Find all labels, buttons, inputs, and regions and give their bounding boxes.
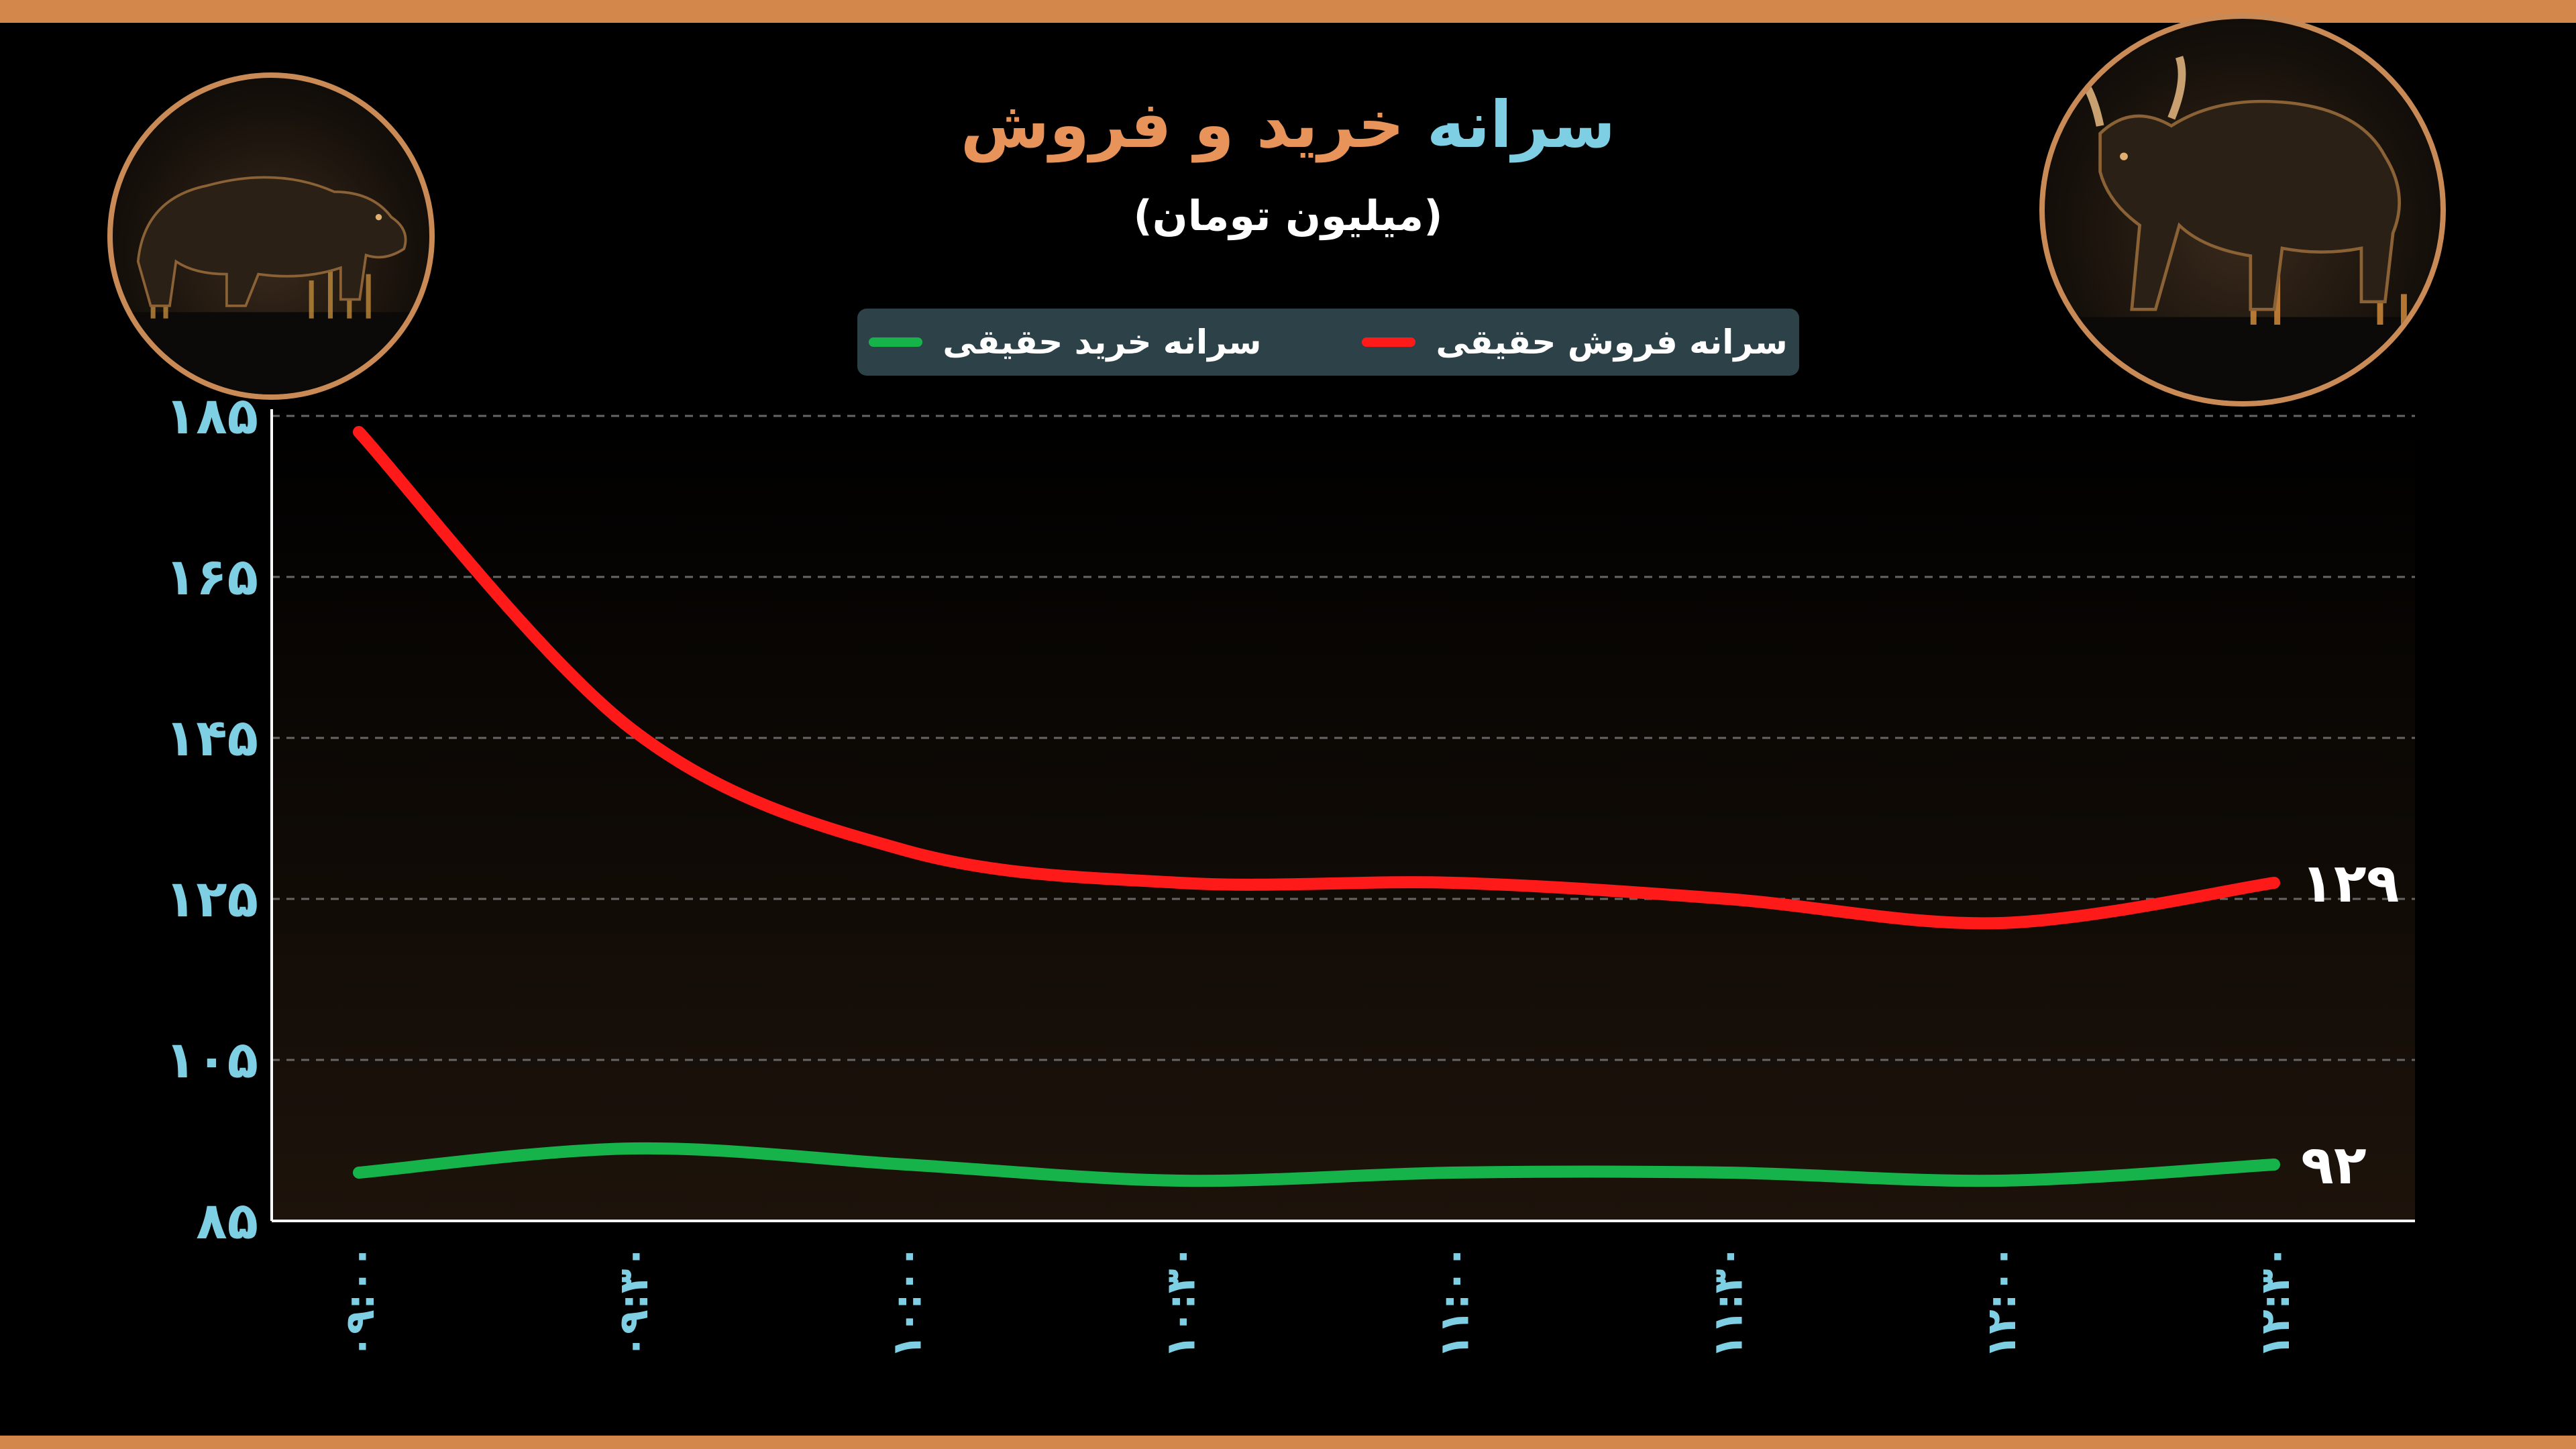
bottom-frame-bar (0, 1436, 2576, 1449)
x-tick-labels: ۰۹:۰۰ ۰۹:۳۰ ۱۰:۰۰ ۱۰:۳۰ ۱۱:۰۰ ۱۱:۳۰ ۱۲:۰۰ ۱۲:۳۰ (337, 1244, 2299, 1358)
top-frame-bar (0, 0, 2576, 23)
x-tick-label: ۰۹:۰۰ (337, 1244, 384, 1358)
bear-statue-icon (107, 72, 435, 400)
y-tick-labels: ۱۸۵ ۱۶۵ ۱۴۵ ۱۲۵ ۱۰۵ ۸۵ (165, 386, 258, 1250)
legend-item-sell: سرانه فروش حقیقی (1362, 323, 1788, 362)
chart-subtitle: (میلیون تومان) (1133, 191, 1443, 240)
y-tick-label: ۱۰۵ (165, 1030, 258, 1089)
series-end-label-1: ۹۲ (2301, 1134, 2367, 1196)
axes (270, 409, 2415, 1222)
x-tick-label: ۱۲:۳۰ (2252, 1244, 2299, 1358)
x-tick-label: ۱۱:۳۰ (1705, 1244, 1752, 1358)
series-lines (353, 426, 2280, 1187)
x-tick-label: ۱۰:۰۰ (884, 1244, 931, 1358)
x-tick-label: ۰۹:۳۰ (610, 1244, 657, 1358)
series-line-1 (353, 1142, 2280, 1187)
title-part-1: سرانه (1426, 87, 1616, 162)
end-labels: ۱۲۹ ۹۲ (2301, 852, 2399, 1196)
legend-item-buy: سرانه خرید حقیقی (869, 323, 1261, 362)
chart-title: سرانه خرید و فروش (0, 87, 2576, 162)
series-line-0 (353, 426, 2280, 930)
y-tick-label: ۱۸۵ (165, 386, 258, 445)
x-tick-label: ۱۱:۰۰ (1431, 1244, 1478, 1358)
legend-swatch-buy (869, 337, 923, 347)
y-tick-label: ۱۴۵ (165, 708, 258, 767)
y-tick-label: ۱۶۵ (165, 547, 258, 606)
series-end-label-0: ۱۲۹ (2301, 852, 2399, 914)
legend-swatch-sell (1362, 337, 1416, 347)
x-tick-label: ۱۰:۳۰ (1158, 1244, 1205, 1358)
legend-label-buy: سرانه خرید حقیقی (943, 323, 1262, 362)
y-tick-label: ۱۲۵ (165, 869, 258, 928)
plot-area (272, 416, 2415, 1221)
legend-label-sell: سرانه فروش حقیقی (1436, 323, 1788, 362)
bull-statue-icon (2039, 13, 2446, 407)
grid-lines (272, 415, 2415, 1061)
chart-legend: سرانه فروش حقیقی سرانه خرید حقیقی (857, 309, 1799, 376)
y-tick-label: ۸۵ (196, 1191, 258, 1250)
x-tick-label: ۱۲:۰۰ (1978, 1244, 2025, 1358)
title-part-2: خرید و فروش (960, 87, 1405, 162)
